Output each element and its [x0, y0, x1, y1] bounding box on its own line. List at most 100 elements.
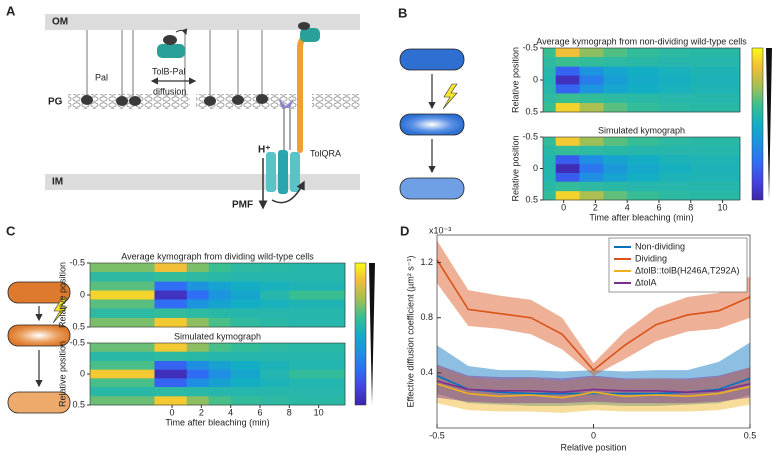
- im-label: IM: [52, 177, 63, 188]
- heatmap-cell: [690, 172, 741, 183]
- heatmap-cell: [154, 351, 188, 362]
- heatmap-cell: [208, 396, 231, 406]
- heatmap-cell: [658, 191, 692, 201]
- heatmap-cell: [627, 155, 660, 165]
- heatmap-cell: [658, 137, 692, 147]
- heatmap-cell: [579, 84, 604, 94]
- heatmap-cell: [208, 387, 231, 397]
- heatmap-cell: [555, 137, 580, 147]
- heatmap-cell: [90, 396, 155, 406]
- heatmap-cell: [260, 396, 290, 406]
- heatmap-cell: [90, 378, 155, 388]
- panel-label: D: [400, 223, 409, 238]
- heatmap-cell: [154, 378, 188, 388]
- heatmap-cell: [289, 271, 346, 282]
- heatmap-cell: [260, 369, 290, 379]
- x-tick-label: 4: [625, 202, 630, 212]
- heatmap-cell: [289, 369, 346, 379]
- outer-membrane: [45, 14, 360, 30]
- x-tick-label: 8: [688, 202, 693, 212]
- panel-label: A: [6, 3, 16, 18]
- pal-label: Pal: [95, 72, 108, 82]
- heatmap-cell: [555, 155, 580, 165]
- heatmap-cell: [543, 48, 557, 58]
- heatmap-cell: [90, 290, 155, 300]
- heatmap-cell: [154, 299, 188, 309]
- heatmap-cell: [154, 343, 188, 352]
- panel-b-schematic: B: [398, 5, 465, 200]
- heatmap-cell: [579, 75, 604, 85]
- heatmap-cell: [260, 360, 290, 370]
- heatmap-cell: [186, 343, 210, 352]
- legend-box: [608, 237, 748, 293]
- heatmap-cell: [289, 299, 346, 309]
- heatmap-cell: [289, 343, 346, 352]
- heatmap-cell: [289, 263, 346, 273]
- heatmap-cell: [658, 84, 692, 94]
- heatmap-cell: [579, 93, 604, 104]
- heatmap-cell: [579, 66, 604, 76]
- heatmap-cell: [230, 299, 261, 309]
- heatmap-cell: [658, 145, 692, 156]
- heatmap-cell: [260, 299, 290, 309]
- heatmap-cell: [289, 360, 346, 370]
- heatmap-cell: [603, 103, 628, 113]
- heatmap-cell: [690, 84, 741, 94]
- heatmap-cell: [260, 318, 290, 328]
- peptidoglycan: [312, 94, 360, 109]
- x-tick-label: -0.5: [429, 430, 445, 440]
- heatmap-cell: [186, 263, 210, 273]
- heatmap-cell: [289, 351, 346, 362]
- peptidoglycan: [196, 94, 300, 109]
- heatmap-cell: [543, 164, 557, 174]
- legend-label: Dividing: [635, 253, 667, 263]
- heatmap-cell: [154, 360, 188, 370]
- heatmap-cell: [658, 48, 692, 58]
- heatmap-cell: [555, 191, 580, 201]
- heatmap-cell: [658, 181, 692, 192]
- heatmap-cell: [230, 271, 261, 282]
- heatmap-cell: [208, 360, 231, 370]
- heatmap-cell: [154, 318, 188, 328]
- panel-a: A OM IM PG Pal TolB-Pal diffusion: [6, 3, 360, 211]
- heatmap-cell: [690, 93, 741, 104]
- pg-label: PG: [48, 97, 63, 108]
- heatmap-cell: [543, 84, 557, 94]
- heatmap-cell: [260, 343, 290, 352]
- inner-membrane: [45, 174, 360, 190]
- heatmap-cell: [230, 387, 261, 397]
- x-tick-label: 4: [228, 407, 233, 417]
- heatmap-cell: [90, 369, 155, 379]
- heatmap-cell: [543, 137, 557, 147]
- y-axis-label: Effective diffusion coefficient (µm² s⁻¹…: [405, 256, 415, 408]
- heatmap-cell: [579, 48, 604, 58]
- heatmap-cell: [603, 172, 628, 183]
- heatmap-cell: [154, 281, 188, 291]
- heatmap-cell: [230, 281, 261, 291]
- heatmap-cell: [186, 369, 210, 379]
- heatmap-cell: [579, 137, 604, 147]
- heatmap-cell: [90, 308, 155, 319]
- heatmap-cell: [186, 308, 210, 319]
- heatmap-cell: [186, 396, 210, 406]
- heatmap-title: Simulated kymograph: [174, 331, 261, 341]
- y-tick-label: -0.5: [69, 257, 85, 267]
- x-tick-label: 0: [170, 407, 175, 417]
- heatmap-cell: [603, 181, 628, 192]
- heatmap-cell: [627, 191, 660, 201]
- heatmap-cell: [230, 318, 261, 328]
- y-tick-label: 0: [80, 368, 85, 378]
- y-tick-label: 0: [533, 163, 538, 173]
- heatmap-cell: [690, 103, 741, 113]
- heatmap-cell: [658, 103, 692, 113]
- heatmap-cell: [627, 172, 660, 183]
- x-tick-label: 2: [199, 407, 204, 417]
- heatmap-cell: [555, 164, 580, 174]
- heatmap-cell: [555, 181, 580, 192]
- heatmap-cell: [230, 351, 261, 362]
- heatmap-cell: [603, 48, 628, 58]
- heatmap-cell: [90, 263, 155, 273]
- heatmap-cell: [90, 360, 155, 370]
- y-tick-label: 0.5: [525, 194, 538, 204]
